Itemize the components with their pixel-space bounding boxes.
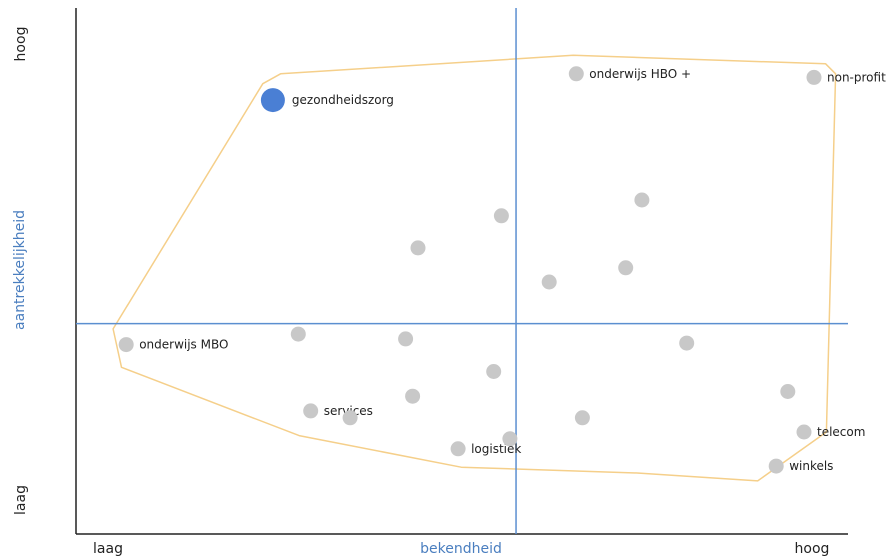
y-low-label: laag bbox=[13, 485, 29, 515]
data-label: onderwijs HBO + bbox=[589, 67, 691, 81]
data-point bbox=[618, 260, 634, 276]
data-points: gezondheidszorg onderwijs HBO + non-profit… bbox=[118, 66, 886, 474]
data-point bbox=[486, 364, 502, 379]
data-label: winkels bbox=[789, 459, 833, 473]
data-point bbox=[768, 458, 784, 474]
data-label: onderwijs MBO bbox=[139, 338, 228, 352]
data-point bbox=[541, 274, 557, 290]
data-point bbox=[290, 326, 306, 342]
data-point bbox=[568, 66, 584, 82]
y-axis-title: aantrekkelijkheid bbox=[12, 210, 28, 330]
x-low-label: laag bbox=[93, 541, 123, 557]
data-point bbox=[410, 240, 426, 256]
data-label: non-profit bbox=[827, 70, 886, 84]
data-point bbox=[806, 69, 822, 85]
data-point bbox=[342, 410, 358, 426]
data-point bbox=[574, 410, 590, 426]
data-label: gezondheidszorg bbox=[292, 93, 394, 107]
y-high-label: hoog bbox=[13, 27, 29, 62]
data-point bbox=[796, 424, 812, 440]
data-point bbox=[405, 388, 421, 404]
data-point bbox=[780, 384, 796, 399]
data-point bbox=[634, 192, 650, 208]
data-label: telecom bbox=[817, 425, 865, 439]
data-point bbox=[303, 403, 319, 419]
data-point bbox=[398, 331, 414, 347]
data-point bbox=[118, 337, 134, 353]
data-point bbox=[493, 208, 509, 224]
data-point bbox=[450, 441, 466, 457]
x-axis-title: bekendheid bbox=[420, 541, 502, 557]
data-point bbox=[679, 335, 695, 351]
x-high-label: hoog bbox=[795, 541, 830, 557]
cluster-hull bbox=[112, 54, 837, 482]
data-point bbox=[502, 431, 518, 447]
data-point bbox=[260, 88, 285, 113]
